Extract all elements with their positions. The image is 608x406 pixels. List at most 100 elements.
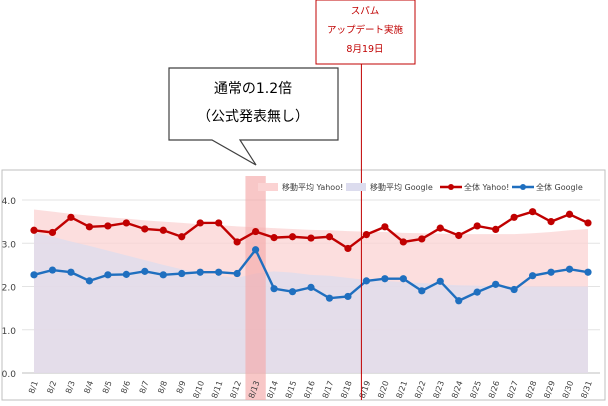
point-yahoo-8-18 bbox=[344, 244, 352, 253]
highlight-band-group bbox=[245, 176, 266, 400]
point-yahoo-8-23 bbox=[436, 224, 444, 232]
y-tick-label: 0.0 bbox=[2, 370, 17, 380]
area-moving-avg-google bbox=[34, 232, 588, 373]
point-yahoo-8-13 bbox=[252, 227, 260, 236]
point-yahoo-8-12 bbox=[233, 238, 241, 246]
series-lines bbox=[30, 208, 592, 305]
point-google-8-17 bbox=[325, 294, 334, 302]
legend-marker-line-google bbox=[520, 184, 526, 190]
legend-label-line-google: 全体 Google bbox=[536, 182, 583, 192]
callout-line-1: 通常の1.2倍 bbox=[214, 81, 292, 97]
point-yahoo-8-22 bbox=[418, 235, 426, 243]
point-yahoo-8-1 bbox=[30, 226, 38, 234]
x-tick-label: 8/3 bbox=[64, 380, 77, 395]
x-tick-label: 8/1 bbox=[27, 380, 40, 395]
point-google-8-12 bbox=[233, 269, 241, 278]
point-yahoo-8-26 bbox=[492, 225, 500, 234]
point-google-8-20 bbox=[381, 275, 389, 283]
point-google-8-3 bbox=[67, 268, 75, 276]
callout-annotation: 通常の1.2倍 （公式発表無し） bbox=[168, 67, 339, 166]
point-yahoo-8-21 bbox=[399, 238, 407, 246]
point-yahoo-8-3 bbox=[67, 213, 75, 221]
point-yahoo-8-19 bbox=[362, 231, 370, 239]
update-label-line-2: アップデート実施 bbox=[327, 24, 404, 36]
point-yahoo-8-28 bbox=[529, 208, 537, 216]
point-yahoo-8-15 bbox=[288, 233, 297, 241]
x-tick-label: 8/9 bbox=[175, 380, 188, 395]
legend-label-area-yahoo: 移動平均 Yahoo! bbox=[282, 182, 343, 192]
point-google-8-21 bbox=[399, 275, 407, 283]
legend-marker-line-yahoo bbox=[448, 184, 454, 190]
update-label-line-3: 8月19日 bbox=[346, 44, 383, 55]
update-label-line-1: スパム bbox=[351, 6, 380, 17]
point-google-8-16 bbox=[307, 283, 315, 291]
y-tick-label: 3.0 bbox=[2, 240, 17, 250]
point-google-8-5 bbox=[104, 271, 112, 279]
legend: 移動平均 Yahoo! 移動平均 Google 全体 Yahoo! 全体 Google bbox=[258, 182, 583, 192]
y-tick-label: 1.0 bbox=[2, 327, 17, 337]
update-label-box bbox=[315, 0, 416, 65]
point-yahoo-8-10 bbox=[196, 219, 204, 227]
point-yahoo-8-4 bbox=[85, 223, 93, 231]
point-yahoo-8-20 bbox=[381, 223, 389, 231]
x-tick-label: 8/8 bbox=[156, 380, 169, 395]
point-yahoo-8-24 bbox=[455, 231, 463, 240]
point-yahoo-8-29 bbox=[547, 218, 555, 226]
x-tick-label: 8/7 bbox=[138, 380, 151, 395]
legend-label-line-yahoo: 全体 Yahoo! bbox=[464, 182, 509, 192]
point-yahoo-8-30 bbox=[565, 210, 574, 218]
point-google-8-14 bbox=[270, 285, 278, 293]
point-yahoo-8-11 bbox=[215, 219, 223, 227]
point-yahoo-8-5 bbox=[104, 222, 112, 230]
y-tick-label: 2.0 bbox=[2, 284, 17, 294]
point-google-8-10 bbox=[196, 268, 204, 276]
y-tick-label: 4.0 bbox=[2, 197, 17, 207]
point-google-8-1 bbox=[30, 271, 38, 279]
x-tick-label: 8/6 bbox=[119, 380, 132, 395]
point-yahoo-8-14 bbox=[270, 234, 278, 242]
moving-average-areas bbox=[34, 209, 588, 373]
x-tick-label: 8/4 bbox=[82, 380, 95, 395]
callout-shape bbox=[168, 67, 339, 166]
point-google-8-13 bbox=[252, 246, 260, 254]
point-google-8-11 bbox=[215, 268, 223, 276]
point-yahoo-8-25 bbox=[473, 222, 481, 230]
point-google-8-25 bbox=[473, 288, 481, 296]
callout-line-2: （公式発表無し） bbox=[197, 109, 309, 125]
y-axis: 0.0 1.0 2.0 3.0 4.0 bbox=[2, 197, 17, 380]
point-google-8-15 bbox=[288, 288, 297, 296]
point-yahoo-8-6 bbox=[122, 219, 130, 227]
legend-swatch-area-google bbox=[346, 183, 366, 191]
point-google-8-28 bbox=[529, 272, 537, 280]
point-google-8-31 bbox=[584, 268, 592, 276]
legend-label-area-google: 移動平均 Google bbox=[370, 182, 433, 192]
point-google-8-29 bbox=[547, 268, 555, 276]
point-google-8-9 bbox=[178, 269, 186, 278]
point-yahoo-8-31 bbox=[584, 219, 592, 227]
point-yahoo-8-7 bbox=[141, 225, 149, 233]
point-yahoo-8-27 bbox=[510, 213, 518, 221]
legend-swatch-area-yahoo bbox=[258, 183, 278, 191]
point-google-8-26 bbox=[492, 280, 500, 288]
highlight-band bbox=[245, 176, 266, 400]
point-google-8-6 bbox=[122, 270, 130, 278]
point-google-8-22 bbox=[418, 287, 426, 295]
point-google-8-24 bbox=[455, 297, 463, 305]
point-google-8-30 bbox=[565, 265, 574, 273]
point-google-8-18 bbox=[344, 292, 352, 301]
x-tick-label: 8/5 bbox=[101, 380, 114, 395]
point-google-8-19 bbox=[362, 277, 370, 285]
point-google-8-8 bbox=[159, 271, 167, 279]
point-yahoo-8-17 bbox=[325, 233, 334, 241]
point-google-8-4 bbox=[85, 277, 93, 285]
point-yahoo-8-2 bbox=[48, 228, 57, 237]
point-google-8-7 bbox=[141, 267, 149, 275]
update-annotation: スパム アップデート実施 8月19日 bbox=[315, 0, 416, 65]
point-yahoo-8-16 bbox=[307, 234, 315, 242]
point-yahoo-8-8 bbox=[159, 226, 167, 234]
point-yahoo-8-9 bbox=[178, 233, 186, 241]
point-google-8-23 bbox=[436, 277, 444, 285]
point-google-8-27 bbox=[510, 285, 518, 294]
